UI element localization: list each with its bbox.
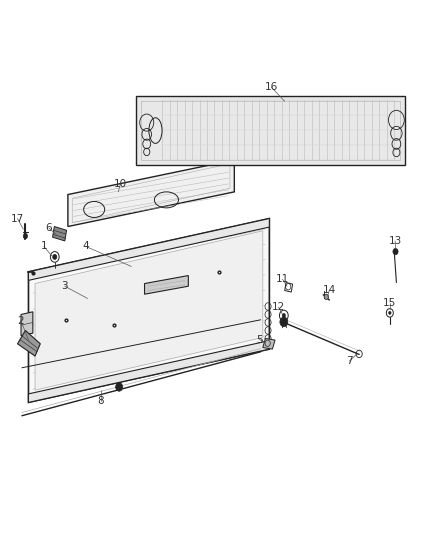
Circle shape	[280, 317, 288, 327]
Text: 4: 4	[82, 241, 89, 251]
Text: 2: 2	[18, 316, 25, 326]
Text: 16: 16	[265, 83, 278, 92]
Circle shape	[324, 294, 328, 300]
Polygon shape	[53, 227, 67, 241]
Circle shape	[282, 313, 286, 318]
Text: 1: 1	[40, 241, 47, 251]
Text: 17: 17	[11, 214, 24, 223]
Polygon shape	[21, 312, 33, 336]
Polygon shape	[35, 231, 263, 390]
Text: 7: 7	[346, 356, 353, 366]
Circle shape	[116, 383, 123, 391]
Text: 15: 15	[383, 298, 396, 308]
Text: 10: 10	[114, 179, 127, 189]
Circle shape	[23, 233, 28, 239]
Polygon shape	[145, 276, 188, 294]
Text: 3: 3	[61, 281, 68, 291]
Polygon shape	[18, 330, 40, 356]
Text: 13: 13	[389, 236, 402, 246]
Polygon shape	[68, 160, 234, 227]
Circle shape	[389, 311, 391, 314]
Polygon shape	[28, 219, 269, 402]
Text: 5: 5	[256, 335, 263, 344]
Polygon shape	[263, 338, 275, 349]
Polygon shape	[28, 341, 269, 402]
Text: 8: 8	[97, 396, 104, 406]
Circle shape	[393, 248, 398, 255]
Polygon shape	[136, 96, 405, 165]
Text: 14: 14	[323, 285, 336, 295]
Text: 6: 6	[46, 223, 53, 233]
Text: 12: 12	[272, 302, 285, 312]
Text: 11: 11	[276, 274, 289, 284]
Polygon shape	[28, 219, 269, 280]
Circle shape	[53, 254, 57, 260]
